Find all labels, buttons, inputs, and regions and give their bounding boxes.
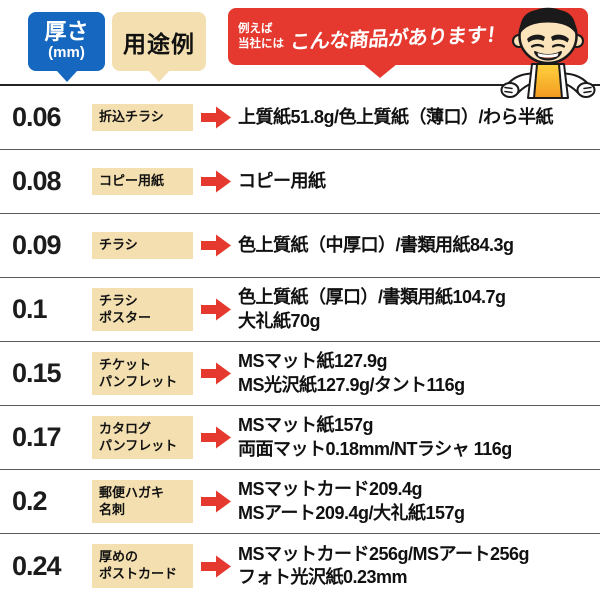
product-list: 色上質紙（厚口）/書類用紙104.7g 大礼紙70g [238, 287, 506, 331]
red-right-arrow-icon [201, 555, 231, 578]
usage-box: コピー用紙 [92, 168, 193, 195]
red-right-arrow-icon [201, 234, 231, 257]
usage-header-label: 用途例 [123, 30, 195, 57]
thickness-header-bubble: 厚さ (mm) [28, 12, 105, 82]
product-list: MSマットカード256g/MSアート256g フォト光沢紙0.23mm [238, 543, 529, 587]
thickness-value: 0.17 [12, 422, 62, 452]
thickness-header-label: 厚さ [44, 19, 89, 44]
table-row: 0.17 カタログ パンフレット MSマット紙157g 両面マット0.18mm/… [0, 406, 600, 470]
thickness-value: 0.15 [12, 358, 62, 388]
usage-box: カタログ パンフレット [92, 415, 193, 460]
bubble-tail [148, 70, 170, 82]
product-list: コピー用紙 [238, 170, 326, 191]
product-list: MSマット紙157g 両面マット0.18mm/NTラシャ 116g [238, 415, 512, 459]
usage-box: チラシ ポスター [92, 287, 193, 332]
product-list: MSマット紙127.9g MS光沢紙127.9g/タント116g [238, 351, 465, 395]
thickness-table: 0.06 折込チラシ 上質紙51.8g/色上質紙（薄口）/わら半紙 0.08 コ… [0, 86, 600, 598]
usage-box: 厚めの ポストカード [92, 544, 193, 588]
thickness-value: 0.09 [12, 230, 62, 260]
usage-box: 郵便ハガキ 名刺 [92, 479, 193, 524]
table-row: 0.1 チラシ ポスター 色上質紙（厚口）/書類用紙104.7g 大礼紙70g [0, 278, 600, 342]
table-row: 0.15 チケット パンフレット MSマット紙127.9g MS光沢紙127.9… [0, 342, 600, 406]
product-list: 色上質紙（中厚口）/書類用紙84.3g [238, 234, 514, 255]
usage-box: 折込チラシ [92, 104, 193, 131]
red-right-arrow-icon [201, 426, 231, 449]
usage-header-bubble: 用途例 [112, 12, 206, 82]
red-right-arrow-icon [201, 298, 231, 321]
table-row: 0.08 コピー用紙 コピー用紙 [0, 150, 600, 214]
red-right-arrow-icon [201, 170, 231, 193]
thickness-value: 0.24 [12, 550, 62, 581]
chart-header: 厚さ (mm) 用途例 例えば 当社には こんな商品があります！ [0, 0, 600, 99]
table-row: 0.2 郵便ハガキ 名刺 MSマットカード209.4g MSアート209.4g/… [0, 470, 600, 534]
bubble-tail [363, 64, 397, 78]
usage-box: チラシ [92, 232, 193, 259]
product-list: MSマットカード209.4g MSアート209.4g/大礼紙157g [238, 479, 465, 523]
table-row: 0.09 チラシ 色上質紙（中厚口）/書類用紙84.3g [0, 214, 600, 278]
table-row: 0.06 折込チラシ 上質紙51.8g/色上質紙（薄口）/わら半紙 [0, 86, 600, 150]
thickness-value: 0.2 [12, 486, 48, 516]
callout-main-text: こんな商品があります！ [289, 24, 507, 54]
product-list: 上質紙51.8g/色上質紙（薄口）/わら半紙 [238, 106, 554, 127]
thickness-value: 0.06 [12, 102, 62, 132]
thickness-header-unit: (mm) [48, 44, 85, 61]
thickness-value: 0.08 [12, 166, 62, 196]
usage-box: チケット パンフレット [92, 351, 193, 396]
thickness-value: 0.1 [12, 294, 48, 324]
smiling-man-mascot-icon [500, 7, 596, 99]
red-right-arrow-icon [201, 362, 231, 385]
red-right-arrow-icon [201, 490, 231, 513]
red-right-arrow-icon [201, 106, 231, 129]
bubble-tail [55, 70, 78, 82]
table-row: 0.24 厚めの ポストカード MSマットカード256g/MSアート256g フ… [0, 534, 600, 598]
callout-intro-text: 例えば 当社には [238, 22, 284, 50]
